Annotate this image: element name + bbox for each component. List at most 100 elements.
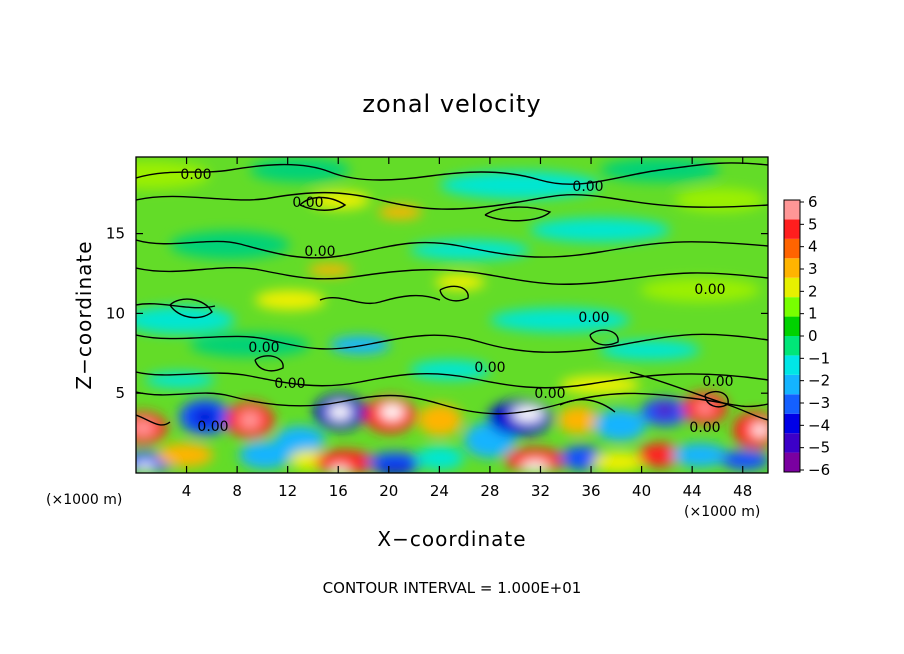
- field-blob: [190, 333, 310, 357]
- chart-title: zonal velocity: [362, 90, 541, 118]
- colorbar-segment: [784, 238, 800, 259]
- field-blob: [751, 424, 768, 436]
- zero-contour-line: [136, 391, 768, 415]
- field-blob: [696, 402, 714, 414]
- y-tick-label: 10: [106, 304, 125, 322]
- field-blob: [592, 452, 644, 472]
- colorbar-segment: [784, 316, 800, 336]
- contour-label: 0.00: [689, 420, 720, 436]
- field-blob: [418, 404, 462, 436]
- contour-label: 0.00: [702, 374, 733, 390]
- y-tick-label: 15: [106, 225, 125, 243]
- zero-contour-line: [589, 329, 619, 346]
- plot-area: [136, 157, 768, 473]
- colorbar-tick-label: 0: [808, 327, 818, 345]
- zero-contour-line: [136, 371, 768, 389]
- field-blob: [675, 188, 765, 212]
- zero-contour-line: [169, 298, 213, 319]
- colorbar-tick-label: −4: [808, 416, 830, 434]
- contour-label: 0.00: [292, 195, 323, 211]
- colorbar-tick-label: 4: [808, 238, 818, 256]
- x-unit-right: (×1000 m): [684, 504, 760, 520]
- y-tick-label: 5: [115, 384, 125, 402]
- field-blob: [170, 231, 290, 259]
- field-blob: [600, 340, 700, 360]
- field-blob: [250, 158, 350, 182]
- field-blob: [193, 409, 217, 425]
- field-blob: [157, 443, 213, 467]
- field-blob: [530, 218, 670, 242]
- field-blob: [378, 205, 422, 219]
- field-blob: [410, 360, 490, 380]
- field-blob: [308, 264, 352, 276]
- x-unit-left: (×1000 m): [46, 492, 122, 508]
- colorbar-segment: [784, 297, 800, 317]
- contour-label: 0.00: [304, 244, 335, 260]
- field-blob: [435, 274, 485, 290]
- y-axis-ticks: 5 10 15: [106, 225, 768, 402]
- colorbar-tick-label: 5: [808, 215, 818, 233]
- colorbar-tick-label: −5: [808, 439, 830, 457]
- colorbar-segment: [784, 200, 800, 220]
- field-blob: [558, 406, 598, 434]
- colorbar: 6 5 4 3 2 1 0 −1 −2 −3 −4 −5 −6: [783, 193, 830, 479]
- contour-label: 0.00: [474, 360, 505, 376]
- x-axis-label: X−coordinate: [377, 527, 526, 551]
- colorbar-segment: [784, 374, 800, 395]
- x-tick-label: 48: [733, 482, 752, 500]
- field-blob: [136, 420, 155, 436]
- zero-contour-line: [559, 398, 616, 413]
- zero-contours: [136, 162, 768, 426]
- zero-contour-line: [484, 206, 552, 222]
- contour-label: 0.00: [197, 419, 228, 435]
- x-tick-label: 40: [632, 482, 651, 500]
- x-tick-label: 4: [182, 482, 192, 500]
- field-blob: [733, 412, 768, 448]
- colorbar-segment: [784, 355, 800, 375]
- y-axis-label: Z−coordinate: [72, 240, 96, 389]
- field-blob: [505, 448, 565, 472]
- contour-label: 0.00: [248, 340, 279, 356]
- x-tick-label: 28: [480, 482, 499, 500]
- contour-label: 0.00: [572, 179, 603, 195]
- x-tick-label: 12: [278, 482, 297, 500]
- contour-labels: 0.00 0.00 0.00 0.00 0.00 0.00 0.00 0.00 0.00 0.00…: [180, 167, 733, 436]
- zero-contour-line: [629, 371, 768, 421]
- zero-contour-line: [704, 390, 729, 408]
- field-blob: [239, 441, 291, 469]
- field-blob: [239, 411, 261, 429]
- contour-label: 0.00: [180, 167, 211, 183]
- colorbar-tick-label: −6: [808, 461, 830, 479]
- colorbar-tick-label: 3: [808, 260, 818, 278]
- contour-label: 0.00: [534, 386, 565, 402]
- contour-label: 0.00: [274, 376, 305, 392]
- colorbar-segment: [784, 336, 800, 356]
- x-tick-label: 32: [531, 482, 550, 500]
- x-tick-label: 24: [430, 482, 449, 500]
- field-blob: [136, 306, 235, 334]
- colorbar-segment: [784, 277, 800, 298]
- x-tick-label: 20: [379, 482, 398, 500]
- field-blob: [640, 278, 760, 302]
- x-tick-label: 44: [683, 482, 702, 500]
- zero-contour-line: [136, 162, 768, 185]
- colorbar-segment: [784, 258, 800, 278]
- colorbar-tick-label: −2: [808, 372, 830, 390]
- colorbar-tick-label: −3: [808, 394, 830, 412]
- field-blob: [440, 171, 600, 199]
- colorbar-segment: [784, 452, 800, 472]
- colorbar-segment: [784, 413, 800, 434]
- field-blob: [380, 404, 404, 420]
- field-blob: [560, 376, 640, 394]
- field-blob: [655, 404, 675, 416]
- contour-interval-note: CONTOUR INTERVAL = 1.000E+01: [323, 579, 582, 597]
- field-blob: [375, 465, 415, 473]
- zero-contour-line: [136, 294, 441, 309]
- field-blob: [594, 409, 646, 441]
- zero-contour-line: [299, 196, 347, 211]
- field-blob: [672, 443, 728, 467]
- zero-contour-line: [136, 239, 768, 259]
- x-tick-label: 8: [232, 482, 242, 500]
- x-axis-ticks: 4 8 12 16 20 24 28 32 36 40 44 48: [182, 157, 752, 500]
